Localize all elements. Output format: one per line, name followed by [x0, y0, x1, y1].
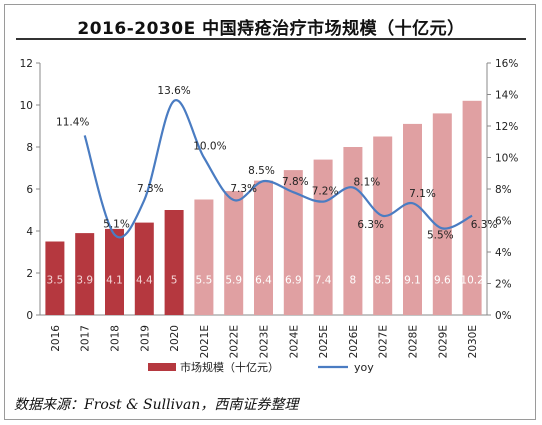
legend-line-label: yoy: [354, 361, 374, 374]
bar-value-label: 9.1: [404, 274, 421, 286]
bar-value-label: 9.6: [434, 274, 451, 286]
yoy-value-label: 5.5%: [427, 229, 454, 241]
bar-2029E: [432, 113, 452, 316]
right-tick-label: 6%: [495, 216, 512, 228]
bar-value-label: 3.9: [76, 274, 93, 286]
bar-value-label: 8: [350, 274, 357, 286]
bar-value-label: 8.5: [374, 274, 391, 286]
bar-value-label: 7.4: [315, 274, 332, 286]
yoy-value-label: 7.3%: [137, 183, 164, 195]
right-tick-label: 14%: [495, 90, 518, 102]
right-tick-label: 16%: [495, 58, 518, 70]
x-tick-label: 2027E: [378, 325, 390, 358]
x-tick-label: 2026E: [348, 325, 360, 358]
x-tick-label: 2029E: [437, 325, 449, 358]
left-tick-label: 10: [20, 100, 33, 112]
bar-2022E: [224, 191, 244, 315]
yoy-value-label: 13.6%: [157, 85, 190, 97]
right-tick-label: 8%: [495, 184, 512, 196]
legend-bar-swatch: [148, 363, 176, 371]
bar-2020: [164, 210, 184, 315]
yoy-line: [83, 99, 473, 239]
yoy-value-label: 7.8%: [282, 176, 309, 188]
bar-2024E: [283, 170, 303, 315]
yoy-value-label: 7.2%: [312, 186, 339, 198]
bar-2017: [75, 233, 95, 315]
left-tick-label: 4: [26, 226, 33, 238]
x-tick-label: 2017: [80, 325, 92, 352]
bar-2026E: [343, 147, 363, 315]
right-tick-label: 4%: [495, 247, 512, 259]
x-tick-label: 2025E: [318, 325, 330, 358]
yoy-value-label: 11.4%: [56, 116, 89, 128]
bar-2027E: [373, 136, 393, 315]
yoy-value-label: 10.0%: [193, 141, 226, 153]
bar-value-label: 10.2: [460, 274, 483, 286]
left-tick-label: 0: [26, 310, 33, 322]
x-tick-label: 2016: [50, 325, 62, 352]
bar-value-label: 6.9: [285, 274, 302, 286]
bar-2019: [134, 222, 154, 315]
bar-value-label: 4.1: [106, 274, 123, 286]
x-tick-label: 2022E: [229, 325, 241, 358]
bar-2025E: [313, 159, 333, 315]
x-tick-label: 2020: [169, 325, 181, 352]
legend-bar-label: 市场规模（十亿元）: [180, 360, 279, 374]
x-tick-label: 2028E: [408, 325, 420, 358]
x-tick-label: 2023E: [259, 325, 271, 358]
left-tick-label: 2: [26, 268, 33, 280]
title-underline: [16, 38, 526, 40]
right-tick-label: 12%: [495, 121, 518, 133]
chart-title: 2016-2030E 中国痔疮治疗市场规模（十亿元）: [77, 19, 465, 39]
chart-frame: [4, 4, 536, 420]
bar-value-label: 5: [171, 274, 178, 286]
yoy-value-label: 5.1%: [103, 219, 130, 231]
x-tick-label: 2024E: [288, 325, 300, 358]
right-tick-label: 0%: [495, 310, 512, 322]
bar-value-label: 6.4: [255, 274, 272, 286]
bar-2030E: [462, 100, 482, 315]
yoy-value-label: 6.3%: [471, 219, 498, 231]
left-tick-label: 6: [26, 184, 33, 196]
source-note: 数据来源：Frost & Sullivan，西南证券整理: [14, 397, 299, 413]
x-tick-label: 2018: [110, 325, 122, 352]
left-tick-label: 12: [20, 58, 33, 70]
yoy-value-label: 6.3%: [357, 219, 384, 231]
bar-value-label: 5.5: [196, 274, 213, 286]
bar-value-label: 3.5: [47, 274, 64, 286]
bar-2016: [45, 241, 65, 315]
yoy-value-label: 8.1%: [354, 176, 381, 188]
x-tick-label: 2030E: [467, 325, 479, 358]
bar-2023E: [254, 180, 273, 315]
right-tick-label: 2%: [495, 279, 512, 291]
x-tick-label: 2021E: [199, 325, 211, 358]
yoy-value-label: 7.1%: [409, 188, 436, 200]
yoy-value-label: 7.3%: [230, 183, 257, 195]
bar-value-label: 5.9: [225, 274, 242, 286]
yoy-value-label: 8.5%: [248, 165, 275, 177]
bar-value-label: 4.4: [136, 274, 153, 286]
bar-2021E: [194, 199, 214, 315]
right-tick-label: 10%: [495, 153, 518, 165]
bar-2018: [105, 228, 124, 315]
x-tick-label: 2019: [139, 325, 151, 352]
bar-2028E: [403, 123, 422, 316]
left-tick-label: 8: [26, 142, 33, 154]
